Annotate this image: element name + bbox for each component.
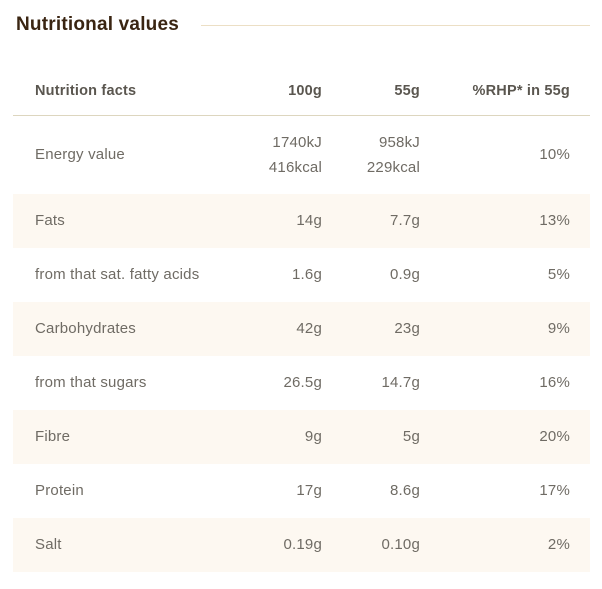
cell-55g: 0.9g <box>390 266 420 283</box>
cell-rhp: 5% <box>547 266 570 283</box>
col-header-rhp-in-55g: %RHP* in 55g <box>420 67 590 116</box>
page-title: Nutritional values <box>16 14 180 35</box>
table-row-sat-fatty-acids: from that sat. fatty acids 1.6g 0.9g 5% <box>13 248 590 302</box>
cell-rhp: 2% <box>547 536 570 553</box>
cell-100g: 14g <box>296 212 322 229</box>
cell-100g: 0.19g <box>283 536 322 553</box>
table-row-energy-value: Energy value 1740kJ 416kcal 958kJ 229kca… <box>13 116 590 194</box>
cell-55g: 958kJ 229kcal <box>366 133 420 176</box>
cell-rhp: 13% <box>539 212 570 229</box>
cell-100g: 1.6g <box>292 266 322 283</box>
cell-label: Fats <box>35 212 65 229</box>
col-header-nutrition-facts: Nutrition facts <box>13 67 213 116</box>
cell-rhp: 20% <box>539 428 570 445</box>
cell-100g: 42g <box>296 320 322 337</box>
cell-label: Energy value <box>35 146 125 164</box>
table-row-fats: Fats 14g 7.7g 13% <box>13 193 590 248</box>
cell-label: Protein <box>35 482 84 499</box>
cell-rhp: 9% <box>547 320 570 337</box>
cell-label: Fibre <box>35 428 71 445</box>
cell-55g: 14.7g <box>381 374 420 391</box>
cell-100g: 17g <box>296 482 322 499</box>
cell-rhp: 16% <box>539 374 570 391</box>
cell-55g: 8.6g <box>390 482 420 499</box>
cell-label: from that sugars <box>35 374 147 391</box>
table-row-carbohydrates: Carbohydrates 42g 23g 9% <box>13 301 590 356</box>
cell-100g: 9g <box>304 428 322 445</box>
col-header-55g: 55g <box>322 67 420 116</box>
cell-55g: 7.7g <box>390 212 420 229</box>
table-row-sugars: from that sugars 26.5g 14.7g 16% <box>13 356 590 410</box>
table-row-fibre: Fibre 9g 5g 20% <box>13 409 590 464</box>
title-divider <box>201 24 590 26</box>
table-row-salt: Salt 0.19g 0.10g 2% <box>13 517 590 572</box>
cell-55g: 5g <box>402 428 420 445</box>
cell-label: from that sat. fatty acids <box>35 266 200 283</box>
nutrition-table: Nutrition facts 100g 55g %RHP* in 55g En… <box>13 67 590 572</box>
cell-rhp: 17% <box>539 482 570 499</box>
cell-label: Carbohydrates <box>35 320 136 337</box>
cell-55g: 0.10g <box>381 536 420 553</box>
col-header-100g: 100g <box>213 67 322 116</box>
table-row-protein: Protein 17g 8.6g 17% <box>13 464 590 518</box>
cell-100g: 26.5g <box>283 374 322 391</box>
cell-label: Salt <box>35 536 62 553</box>
table-header-row: Nutrition facts 100g 55g %RHP* in 55g <box>13 67 590 116</box>
section-header: Nutritional values <box>16 14 590 36</box>
cell-55g: 23g <box>394 320 420 337</box>
cell-100g: 1740kJ 416kcal <box>268 133 322 176</box>
cell-rhp: 10% <box>539 146 570 164</box>
